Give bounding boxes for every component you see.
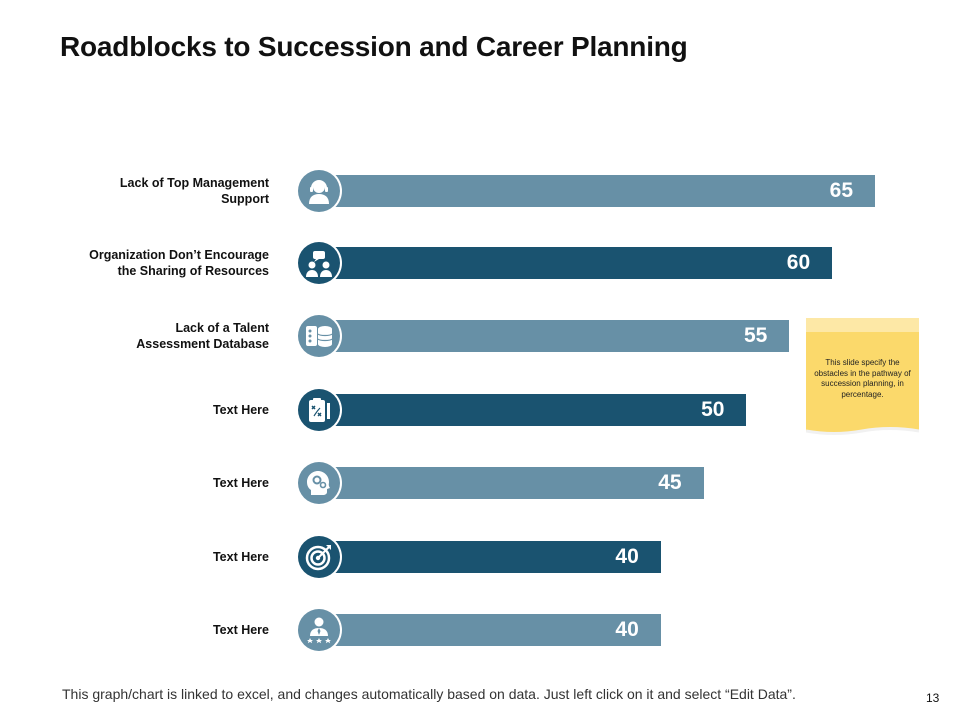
category-label-line1: Lack of a Talent	[175, 321, 269, 335]
bar[interactable]	[318, 320, 790, 352]
data-label: 40	[615, 545, 639, 568]
user-headset-icon	[298, 170, 340, 212]
category-label: Text Here	[39, 532, 269, 582]
category-label-line1: Text Here	[212, 550, 269, 564]
icon-badge	[296, 534, 342, 580]
category-label-line1: Text Here	[212, 403, 269, 417]
bar[interactable]	[318, 247, 833, 279]
target-icon	[298, 536, 340, 578]
bar[interactable]	[318, 394, 747, 426]
chart-row-6: Text Here 40	[0, 532, 960, 582]
category-label-line2: the Sharing of Resources	[117, 264, 269, 278]
sticky-note-shape	[806, 318, 919, 435]
data-label: 60	[786, 251, 811, 274]
category-label: Text Here	[39, 458, 269, 508]
bar[interactable]	[318, 467, 704, 499]
data-label: 45	[658, 471, 682, 494]
category-label-line1: Text Here	[212, 623, 269, 637]
chart-row-4: Text Here 50	[0, 385, 960, 435]
page-number: 13	[926, 691, 940, 705]
chart-row-3: Lack of a Talent Assessment Database 55	[0, 311, 960, 361]
bar[interactable]	[318, 614, 661, 646]
team-discussion-icon	[298, 242, 340, 284]
bar[interactable]	[318, 175, 875, 207]
data-label: 65	[829, 179, 853, 202]
employee-rating-icon	[298, 609, 340, 651]
icon-badge	[296, 387, 342, 433]
category-label: Organization Don’t Encourage the Sharing…	[39, 238, 269, 288]
note-text: This slide specify the obstacles in the …	[814, 358, 911, 399]
chart-row-5: Text Here 45	[0, 458, 960, 508]
icon-badge	[296, 313, 342, 359]
page-title: Roadblocks to Succession and Career Plan…	[60, 31, 688, 62]
category-label-line2: Assessment Database	[136, 337, 269, 351]
data-label: 55	[743, 324, 768, 347]
sticky-note: This slide specify the obstacles in the …	[806, 318, 919, 436]
icon-badge	[296, 460, 342, 506]
head-gears-icon	[298, 462, 340, 504]
data-label: 40	[615, 618, 639, 641]
chart-row-7: Text Here 40	[0, 605, 960, 655]
category-label-line1: Organization Don’t Encourage	[89, 248, 269, 262]
database-icon	[298, 315, 340, 357]
bar[interactable]	[318, 541, 661, 573]
category-label: Text Here	[39, 385, 269, 435]
category-label-line1: Lack of Top Management	[119, 176, 269, 190]
chart-row-1: Lack of Top Management Support 65	[0, 166, 960, 216]
clipboard-strategy-icon	[298, 389, 340, 431]
category-label-line1: Text Here	[212, 476, 269, 490]
footer-note: This graph/chart is linked to excel, and…	[62, 686, 796, 702]
chart-row-2: Organization Don’t Encourage the Sharing…	[0, 238, 960, 288]
icon-badge	[296, 607, 342, 653]
category-label-line2: Support	[221, 192, 269, 206]
data-label: 50	[701, 398, 725, 421]
category-label: Lack of Top Management Support	[39, 166, 269, 216]
category-label: Text Here	[39, 605, 269, 655]
icon-badge	[296, 240, 342, 286]
category-label: Lack of a Talent Assessment Database	[39, 311, 269, 361]
icon-badge	[296, 168, 342, 214]
